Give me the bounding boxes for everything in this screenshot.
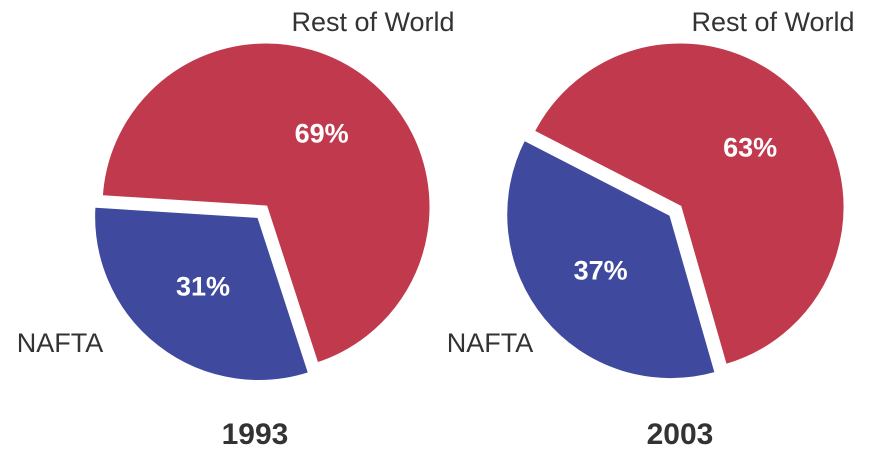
pie-slice <box>99 40 433 366</box>
value-label: 31% <box>176 271 230 301</box>
value-label: 69% <box>295 118 349 148</box>
pie-slice <box>531 40 847 368</box>
value-label: 37% <box>574 255 628 285</box>
category-label: Rest of World <box>691 7 854 37</box>
pie-slice <box>504 137 719 382</box>
category-label: Rest of World <box>291 7 454 37</box>
category-label: NAFTA <box>17 328 104 358</box>
category-label: NAFTA <box>447 328 534 358</box>
chart-title: 2003 <box>647 418 714 451</box>
chart-title: 1993 <box>222 418 289 451</box>
pie-slice <box>92 204 312 383</box>
value-label: 63% <box>723 133 777 163</box>
